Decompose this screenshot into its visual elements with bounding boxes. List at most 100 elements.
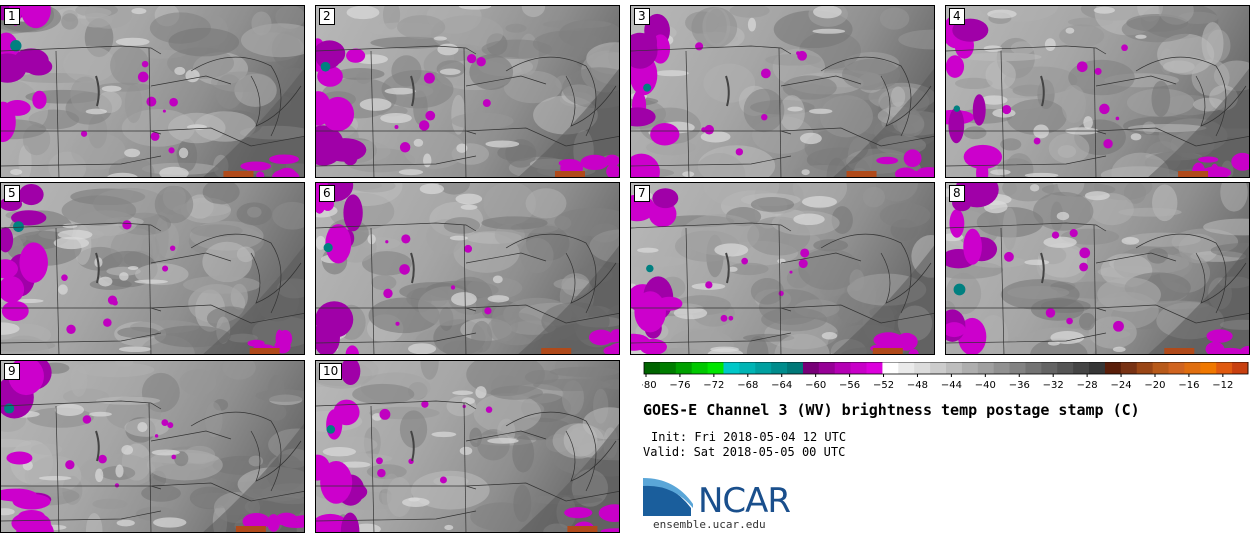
colorbar-swatch xyxy=(723,362,740,374)
cloud-field xyxy=(70,76,101,114)
convection-cell xyxy=(425,110,436,121)
cloud-field xyxy=(18,145,32,177)
water-vapor-map xyxy=(1,361,304,532)
warm-region xyxy=(249,348,280,354)
cold-cloud-top xyxy=(323,243,333,253)
convection-cell xyxy=(137,71,149,83)
convection-cell xyxy=(1069,229,1078,238)
convection-cell xyxy=(450,285,456,290)
member-panel-2: 2 xyxy=(315,5,620,178)
cloud-field xyxy=(61,195,137,226)
cloud-field xyxy=(879,202,931,228)
convection-cell xyxy=(6,451,33,465)
convection-cell xyxy=(695,42,704,51)
cloud-field xyxy=(179,369,217,396)
cloud-field xyxy=(750,197,795,212)
warm-region xyxy=(567,526,598,532)
colorbar-swatch xyxy=(1041,362,1058,374)
cloud-field xyxy=(1147,248,1169,264)
colorbar-tick-label: −16 xyxy=(1178,380,1199,391)
cloud-field xyxy=(352,383,415,405)
cloud-field xyxy=(118,346,152,353)
cloud-field xyxy=(1,438,32,448)
cloud-field xyxy=(71,132,126,170)
cloud-field xyxy=(451,112,514,130)
cloud-field xyxy=(978,315,1009,354)
cloud-field xyxy=(481,39,553,59)
cloud-field xyxy=(512,434,535,473)
convection-cell xyxy=(704,124,714,135)
convection-cell xyxy=(421,400,429,408)
convection-cell xyxy=(122,220,132,230)
state-border xyxy=(1095,304,1249,324)
water-vapor-map xyxy=(316,6,619,177)
colorbar-swatch xyxy=(961,362,979,374)
cloud-field xyxy=(236,202,272,226)
cloud-field xyxy=(85,108,108,115)
cloud-field xyxy=(1127,123,1207,133)
state-border xyxy=(565,430,617,482)
convection-cell xyxy=(1033,137,1041,145)
cloud-field xyxy=(727,266,738,272)
cloud-field xyxy=(1121,237,1140,245)
state-border xyxy=(150,482,304,502)
cloud-field xyxy=(154,185,194,224)
cloud-field xyxy=(849,269,865,292)
cloud-field xyxy=(821,332,838,340)
cloud-field xyxy=(411,470,490,510)
cloud-field xyxy=(813,239,849,252)
state-border xyxy=(778,47,782,177)
member-label: 8 xyxy=(949,185,965,202)
convection-cell xyxy=(278,330,293,348)
convection-cell xyxy=(340,512,360,532)
colorbar-swatch xyxy=(1168,362,1185,374)
cloud-field xyxy=(1210,242,1249,258)
convection-cell xyxy=(162,109,166,113)
convection-cell xyxy=(61,274,68,281)
state-border xyxy=(946,155,1107,167)
cloud-field xyxy=(442,340,483,354)
cloud-field xyxy=(782,75,837,100)
state-border xyxy=(685,50,690,177)
cloud-field xyxy=(108,157,155,177)
member-label: 3 xyxy=(634,8,650,25)
dry-region xyxy=(203,245,304,354)
cloud-field xyxy=(141,484,181,502)
convection-cell xyxy=(316,41,342,70)
cloud-field xyxy=(1118,207,1182,217)
water-vapor-map xyxy=(631,6,934,177)
cloud-field xyxy=(61,13,79,30)
cloud-field xyxy=(135,506,176,522)
cloud-field xyxy=(1121,16,1192,43)
state-border xyxy=(631,45,792,55)
cloud-field xyxy=(466,361,545,397)
cloud-field xyxy=(549,366,619,377)
convection-cell xyxy=(19,242,48,283)
cloud-field xyxy=(444,524,454,531)
warm-region xyxy=(1164,348,1195,354)
convection-cell xyxy=(401,234,411,244)
convection-cell xyxy=(1201,166,1232,177)
cloud-field xyxy=(370,36,450,49)
cloud-field xyxy=(787,106,803,112)
colorbar-tick-label: −52 xyxy=(873,380,894,391)
state-border xyxy=(946,222,1107,232)
state-border xyxy=(465,482,619,502)
convection-cell xyxy=(963,144,1003,170)
cloud-field xyxy=(272,201,304,230)
cloud-field xyxy=(95,396,161,405)
cloud-field xyxy=(890,86,906,107)
cloud-field xyxy=(497,418,516,444)
cloud-field xyxy=(503,70,562,104)
colorbar-swatch xyxy=(818,362,836,374)
state-border xyxy=(1,45,162,55)
cloud-field xyxy=(963,126,987,140)
state-border xyxy=(55,50,60,177)
state-border xyxy=(505,411,597,492)
member-label: 10 xyxy=(319,363,343,380)
colorbar-tick-label: −24 xyxy=(1111,380,1132,391)
convection-cell xyxy=(741,257,748,265)
state-border xyxy=(1095,252,1177,264)
lake-outline xyxy=(410,430,415,462)
cloud-field xyxy=(398,169,424,176)
